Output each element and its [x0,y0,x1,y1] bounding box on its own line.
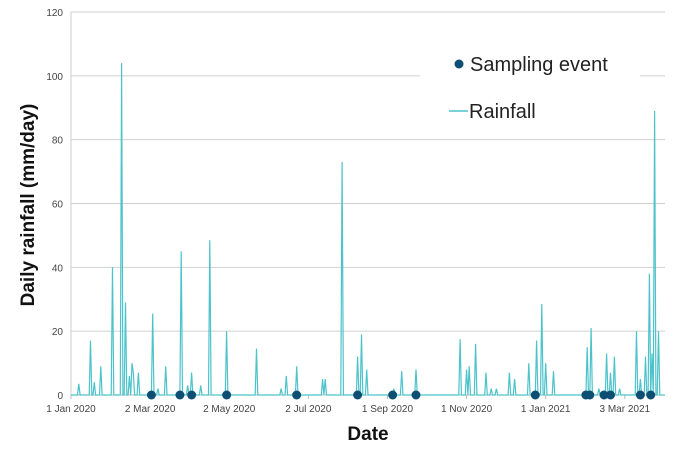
x-tick-label: 2 Jul 2020 [285,404,332,415]
legend-sampling-label: Sampling event [470,54,608,76]
y-tick-label: 60 [52,200,64,211]
sampling-event-point [388,390,398,400]
x-tick-label: 1 Jan 2020 [46,404,96,415]
x-tick-label: 1 Sep 2020 [362,404,414,415]
y-tick-label: 40 [52,263,64,274]
sampling-event-point [599,390,609,400]
y-tick-label: 120 [46,8,63,19]
y-tick-labels: 0 20 40 60 80 100 120 [46,8,63,402]
x-tick-labels: 1 Jan 2020 2 Mar 2020 2 May 2020 2 Jul 2020… [46,404,650,415]
x-tick-label: 3 Mar 2021 [599,404,650,415]
sampling-event-point [606,390,616,400]
sampling-event-point [187,390,197,400]
sampling-event-point [175,390,185,400]
rainfall-series-line [71,63,665,396]
sampling-event-point [292,390,302,400]
legend-rainfall-label: Rainfall [469,101,536,123]
x-tick-label: 1 Jan 2021 [521,404,571,415]
legend-sampling-marker [454,59,464,69]
x-axis-title: Date [347,424,388,445]
y-tick-label: 0 [57,391,63,402]
sampling-event-point [635,390,645,400]
y-tick-label: 100 [46,72,63,83]
y-axis-title: Daily rainfall (mm/day) [18,104,39,307]
sampling-event-point [222,390,232,400]
sampling-event-point [585,390,595,400]
y-tick-label: 20 [52,327,64,338]
sampling-event-point [646,390,656,400]
x-tick-label: 1 Nov 2020 [441,404,493,415]
x-tick-label: 2 Mar 2020 [125,404,176,415]
sampling-event-point [411,390,421,400]
sampling-event-point [353,390,363,400]
sampling-event-points [146,390,656,400]
sampling-event-point [530,390,540,400]
x-tick-label: 2 May 2020 [203,404,256,415]
legend: Sampling event Rainfall [420,42,640,132]
y-tick-label: 80 [52,136,64,147]
legend-background [420,42,640,132]
sampling-event-point [146,390,156,400]
gridlines [70,11,665,399]
